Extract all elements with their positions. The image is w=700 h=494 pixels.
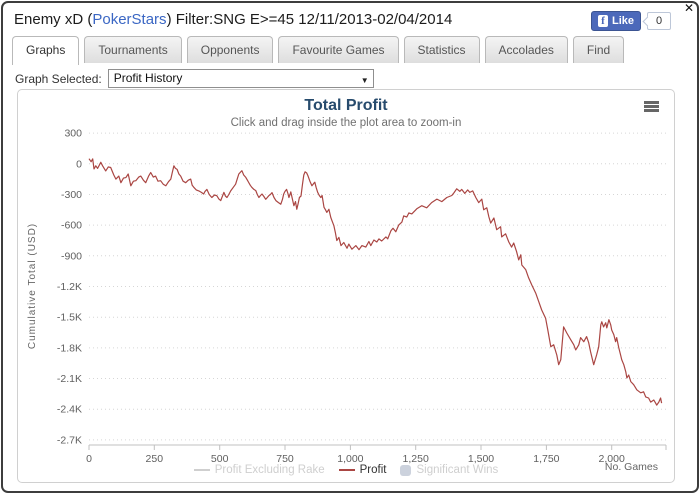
graph-type-value: Profit History <box>113 71 183 85</box>
legend-item[interactable]: Profit <box>338 464 386 476</box>
y-axis-tick-label: 300 <box>64 128 82 140</box>
tab-tournaments[interactable]: Tournaments <box>84 36 182 63</box>
graph-type-select[interactable]: Profit History ▼ <box>107 69 374 88</box>
y-axis-tick-label: -1.8K <box>57 342 82 354</box>
x-axis-tick-label: 0 <box>86 453 92 465</box>
y-axis-tick-label: -1.2K <box>57 281 82 293</box>
legend-item[interactable]: Significant Wins <box>400 464 498 476</box>
box-swatch-icon <box>400 464 412 476</box>
y-axis-tick-label: -2.1K <box>57 373 82 385</box>
x-axis-tick-label: 500 <box>211 453 229 465</box>
page-title: Enemy xD (PokerStars) Filter:SNG E>=45 1… <box>14 11 452 28</box>
y-axis-tick-label: -600 <box>61 220 82 232</box>
y-axis-title: Cumulative Total (USD) <box>27 222 38 350</box>
tab-accolades[interactable]: Accolades <box>484 36 568 63</box>
x-axis-tick-label: 1,250 <box>403 453 429 465</box>
y-axis-tick-label: -300 <box>61 189 82 201</box>
x-axis-tick-label: 750 <box>276 453 294 465</box>
tab-opponents[interactable]: Opponents <box>186 36 274 63</box>
close-icon[interactable]: ✕ <box>683 1 694 15</box>
tab-bar: Graphs Tournaments Opponents Favourite G… <box>12 36 625 65</box>
chevron-down-icon: ▼ <box>360 76 369 85</box>
filter-text: ) Filter:SNG E>=45 12/11/2013-02/04/2014 <box>166 11 453 28</box>
line-swatch-icon <box>193 469 210 471</box>
line-swatch-icon <box>338 469 355 471</box>
site-link[interactable]: PokerStars <box>92 11 167 28</box>
y-axis-tick-label: -1.5K <box>57 312 82 324</box>
x-axis-tick-label: 1,500 <box>468 453 494 465</box>
profit-chart: 300 0 -300 -600 -900 -1.2K -1.5K -1.8K -2.1K -2.4… <box>57 114 667 465</box>
facebook-icon: f <box>597 15 608 27</box>
graph-selector-row: Graph Selected: Profit History ▼ <box>15 69 374 88</box>
x-axis-tick-label: 250 <box>146 453 164 465</box>
tab-find[interactable]: Find <box>572 36 625 63</box>
y-axis-tick-label: 0 <box>76 158 82 170</box>
tab-graphs[interactable]: Graphs <box>12 36 80 65</box>
x-axis-title: No. Games <box>604 461 658 473</box>
x-axis-tick-label: 2,000 <box>599 453 625 465</box>
chart-card: 300 0 -300 -600 -900 -1.2K -1.5K -1.8K -2.1K -2.4… <box>17 89 675 483</box>
plot-area[interactable] <box>89 114 666 445</box>
y-axis-tick-label: -2.7K <box>57 434 82 446</box>
chart-subtitle: Click and drag inside the plot area to z… <box>230 117 462 129</box>
chart-legend: Profit Excluding Rake Profit Significant… <box>18 464 674 476</box>
x-axis-tick-label: 1,750 <box>533 453 559 465</box>
chart-title: Total Profit <box>304 97 388 114</box>
series-profit <box>88 158 663 406</box>
legend-item[interactable]: Profit Excluding Rake <box>193 464 325 476</box>
facebook-like-widget: f Like 0 <box>590 11 671 31</box>
facebook-like-button[interactable]: f Like <box>590 11 641 31</box>
like-label: Like <box>611 15 634 27</box>
player-name: Enemy xD ( <box>14 11 93 28</box>
graph-selected-label: Graph Selected: <box>15 71 102 86</box>
y-axis-tick-label: -900 <box>61 250 82 262</box>
export-menu-icon[interactable] <box>644 101 659 113</box>
tab-favourite-games[interactable]: Favourite Games <box>278 36 399 63</box>
y-axis-tick-label: -2.4K <box>57 404 82 416</box>
x-axis-tick-label: 1,000 <box>337 453 363 465</box>
like-count-badge: 0 <box>647 12 671 30</box>
tab-statistics[interactable]: Statistics <box>403 36 480 63</box>
